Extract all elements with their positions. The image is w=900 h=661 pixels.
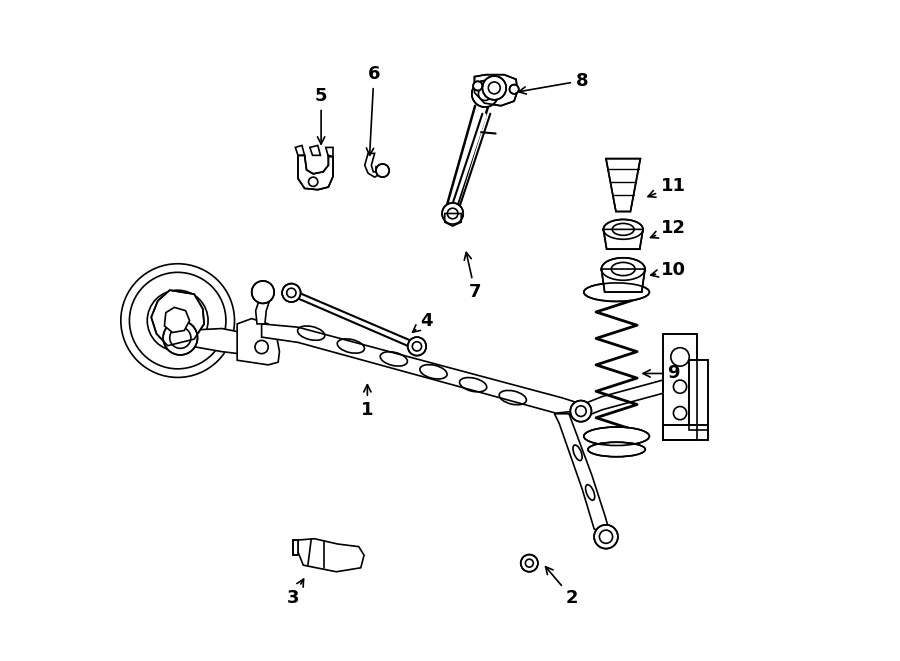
Bar: [662, 425, 707, 440]
Circle shape: [376, 164, 389, 177]
Text: 3: 3: [286, 579, 303, 607]
Text: 12: 12: [651, 219, 686, 238]
Circle shape: [252, 281, 274, 303]
Circle shape: [473, 81, 482, 91]
Polygon shape: [238, 319, 280, 365]
Polygon shape: [151, 290, 204, 346]
Ellipse shape: [603, 219, 643, 239]
Circle shape: [482, 76, 506, 100]
Ellipse shape: [601, 258, 645, 280]
Text: 10: 10: [651, 260, 686, 279]
Polygon shape: [554, 414, 608, 534]
Bar: [689, 360, 707, 430]
Polygon shape: [601, 269, 645, 292]
Bar: [662, 334, 698, 440]
Ellipse shape: [584, 283, 650, 301]
Text: 9: 9: [643, 364, 680, 383]
Text: 4: 4: [412, 311, 433, 332]
Polygon shape: [606, 159, 641, 212]
Bar: [689, 360, 707, 430]
Polygon shape: [165, 307, 190, 332]
Polygon shape: [579, 380, 662, 418]
Polygon shape: [603, 229, 643, 249]
Bar: [662, 425, 707, 440]
Circle shape: [163, 321, 197, 355]
Circle shape: [571, 401, 591, 422]
Polygon shape: [292, 540, 298, 555]
Circle shape: [521, 555, 538, 572]
Circle shape: [442, 203, 464, 224]
Polygon shape: [262, 324, 579, 413]
Text: 5: 5: [315, 87, 328, 144]
Bar: [662, 334, 698, 440]
Polygon shape: [256, 293, 270, 324]
Polygon shape: [298, 155, 333, 190]
Circle shape: [408, 337, 427, 356]
Circle shape: [594, 525, 618, 549]
Ellipse shape: [584, 427, 650, 446]
Text: 6: 6: [366, 65, 380, 155]
Polygon shape: [295, 145, 304, 155]
Text: 7: 7: [464, 253, 482, 301]
Text: 11: 11: [648, 177, 686, 197]
Polygon shape: [184, 329, 242, 354]
Circle shape: [282, 284, 301, 302]
Polygon shape: [326, 147, 333, 157]
Text: 1: 1: [361, 385, 374, 419]
Text: 2: 2: [545, 566, 579, 607]
Circle shape: [472, 81, 499, 107]
Polygon shape: [445, 214, 461, 226]
Polygon shape: [298, 539, 365, 572]
Text: 8: 8: [518, 71, 589, 94]
Circle shape: [509, 85, 518, 94]
Polygon shape: [310, 145, 320, 155]
Ellipse shape: [588, 442, 645, 457]
Polygon shape: [364, 153, 382, 177]
Polygon shape: [474, 75, 518, 106]
